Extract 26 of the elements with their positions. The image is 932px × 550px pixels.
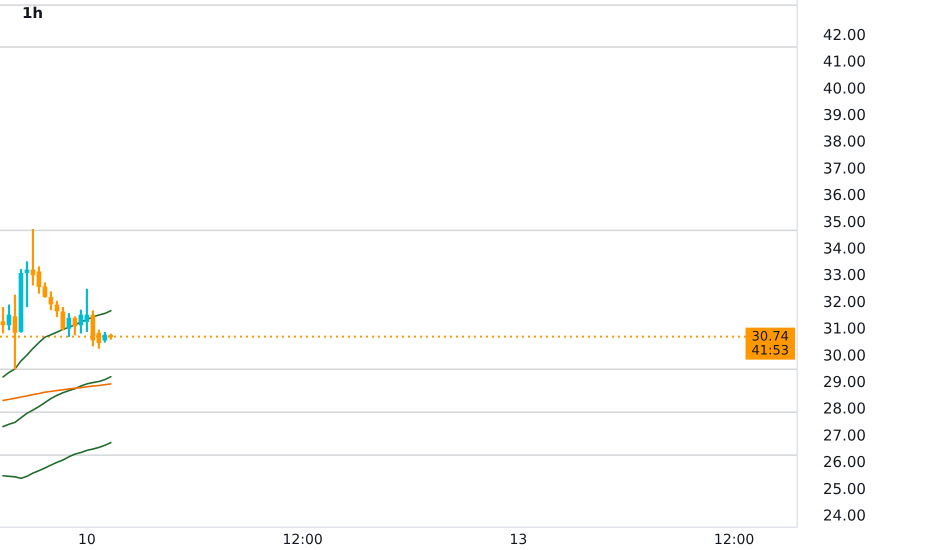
- y-tick-label: 26.00: [823, 453, 866, 472]
- y-tick-label: 30.00: [823, 346, 866, 364]
- y-tick-label: 34.00: [823, 240, 866, 258]
- y-tick-label: 27.00: [823, 426, 866, 444]
- annotation: 41:53: [752, 344, 789, 359]
- y-tick-label: 31.00: [823, 320, 866, 338]
- ref-line-label: 30.74: [752, 330, 789, 345]
- y-tick-label: 39.00: [823, 106, 866, 124]
- x-tick-label: 13: [509, 532, 528, 548]
- y-tick-label: 41.00: [823, 52, 866, 71]
- y-tick-label: 42.00: [823, 26, 866, 44]
- y-tick-label: 33.00: [823, 266, 866, 284]
- y-tick-label: 40.00: [823, 79, 866, 98]
- y-tick-label: 37.00: [823, 159, 866, 178]
- y-tick-label: 38.00: [823, 132, 866, 151]
- y-tick-label: 24.00: [823, 506, 866, 524]
- x-tick-label: 12:00: [714, 532, 754, 548]
- y-tick-label: 35.00: [823, 212, 866, 231]
- chart-title: 1h: [22, 4, 44, 22]
- y-tick-label: 32.00: [823, 292, 866, 311]
- y-tick-label: 28.00: [823, 400, 866, 418]
- y-tick-label: 25.00: [823, 480, 866, 498]
- x-tick-label: 10: [78, 532, 96, 548]
- y-tick-label: 36.00: [823, 186, 866, 204]
- y-tick-label: 29.00: [823, 372, 866, 391]
- x-tick-label: 12:00: [282, 532, 323, 548]
